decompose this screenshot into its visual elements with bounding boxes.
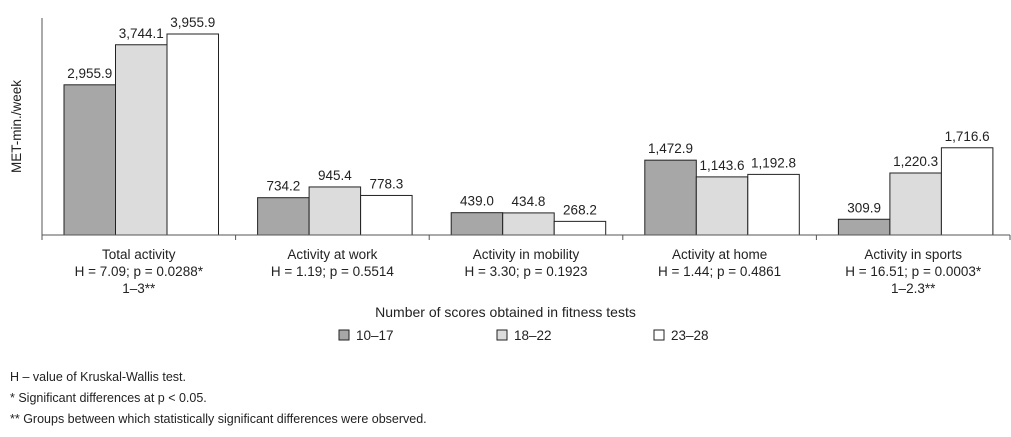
- bar-value-label: 1,220.3: [893, 154, 938, 169]
- bar-value-label: 3,744.1: [119, 26, 164, 41]
- bar-4-23–28: [747, 173, 800, 236]
- bar-value-label: 1,472.9: [648, 141, 693, 156]
- legend-swatch-23–28: [653, 329, 665, 341]
- bar-1-10–17: [63, 84, 116, 236]
- legend-label: 18–22: [514, 328, 552, 343]
- bar-value-label: 1,192.8: [751, 155, 796, 170]
- x-axis-title: Number of scores obtained in fitness tes…: [375, 304, 636, 320]
- bar-value-label: 2,955.9: [67, 66, 112, 81]
- bar-value-label: 734.2: [266, 179, 300, 194]
- bar-5-10–17: [837, 218, 891, 236]
- footnote-groups: ** Groups between which statistically si…: [10, 412, 427, 426]
- bar-value-label: 1,143.6: [700, 158, 745, 173]
- bar-3-18–22: [502, 212, 555, 236]
- category-label: Activity in sports: [864, 247, 962, 262]
- bar-value-label: 1,716.6: [945, 129, 990, 144]
- bar-3-10–17: [450, 212, 504, 236]
- category-label: H = 7.09; p = 0.0288*: [75, 264, 204, 279]
- footnote-significance: * Significant differences at p < 0.05.: [10, 391, 207, 405]
- category-label: Total activity: [102, 247, 176, 262]
- legend-swatch-10–17: [338, 329, 350, 341]
- bar-1-23–28: [166, 33, 219, 236]
- bar-4-10–17: [644, 159, 697, 236]
- footnote-h: H – value of Kruskal-Wallis test.: [10, 370, 186, 384]
- category-label: 1–2.3**: [891, 281, 936, 296]
- bar-value-label: 309.9: [847, 200, 881, 215]
- bar-4-18–22: [695, 176, 749, 236]
- legend-label: 10–17: [356, 328, 394, 343]
- category-label: Activity in mobility: [473, 247, 580, 262]
- category-label: H = 16.51; p = 0.0003*: [845, 264, 982, 279]
- bar-2-23–28: [360, 194, 413, 236]
- bar-value-label: 439.0: [460, 194, 494, 209]
- category-label: H = 1.44; p = 0.4861: [658, 264, 781, 279]
- bar-5-18–22: [889, 172, 942, 236]
- category-label: Activity at home: [672, 247, 767, 262]
- bar-2-10–17: [257, 197, 310, 236]
- category-label: 1–3**: [122, 281, 156, 296]
- bar-value-label: 434.8: [512, 194, 546, 209]
- bar-value-label: 945.4: [318, 168, 352, 183]
- bar-2-18–22: [308, 186, 362, 236]
- bar-3-23–28: [553, 220, 607, 236]
- bar-value-label: 778.3: [369, 176, 403, 191]
- bar-1-18–22: [115, 44, 168, 236]
- category-label: H = 1.19; p = 0.5514: [271, 264, 395, 279]
- bar-value-label: 3,955.9: [170, 15, 215, 30]
- y-axis-title: MET-min./week: [9, 80, 24, 173]
- bar-value-label: 268.2: [563, 202, 597, 217]
- legend-label: 23–28: [671, 328, 709, 343]
- bar-5-23–28: [940, 147, 994, 236]
- category-label: Activity at work: [287, 247, 377, 262]
- legend-swatch-18–22: [496, 329, 508, 341]
- category-label: H = 3.30; p = 0.1923: [464, 264, 587, 279]
